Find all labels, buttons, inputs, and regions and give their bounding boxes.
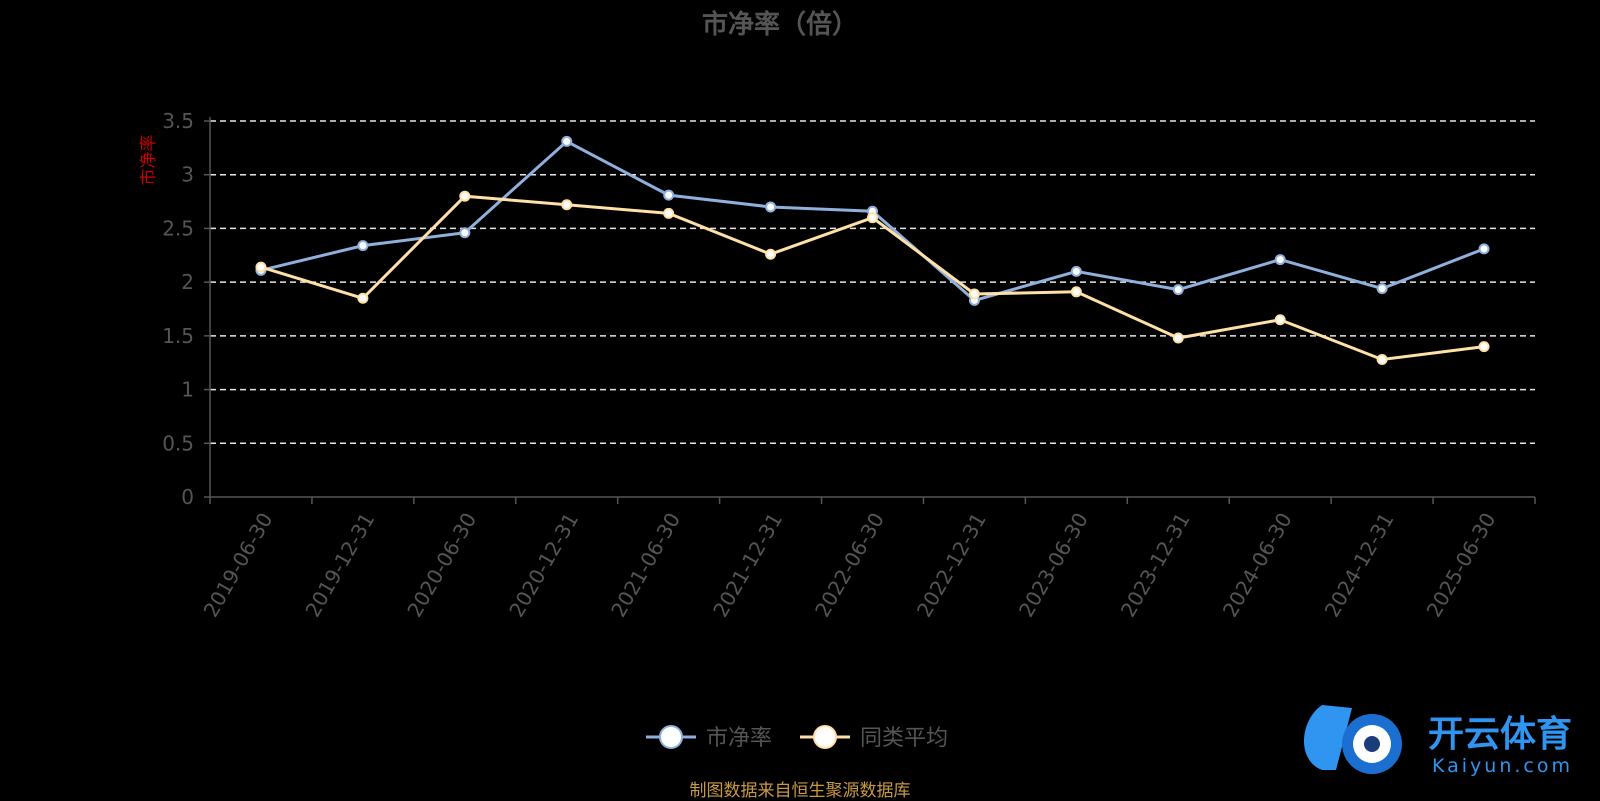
series-lines (255, 135, 1490, 365)
data-point[interactable] (968, 288, 980, 300)
data-point[interactable] (1274, 314, 1286, 326)
legend-label: 市净率 (706, 726, 772, 751)
chart-title: 市净率（倍） (702, 9, 858, 40)
legend[interactable]: 市净率 同类平均 (646, 725, 948, 751)
data-point[interactable] (1376, 353, 1388, 365)
y-tick-label: 3 (181, 163, 194, 187)
x-tick-label: 2022-06-30 (810, 509, 889, 622)
data-point[interactable] (561, 135, 573, 147)
watermark-name: 开云体育 (1428, 714, 1572, 755)
data-point[interactable] (561, 199, 573, 211)
watermark-logo: 开云体育 Kaiyun.com (1303, 705, 1573, 777)
data-point[interactable] (357, 292, 369, 304)
legend-item-2[interactable]: 同类平均 (800, 725, 948, 751)
legend-marker (659, 725, 683, 749)
source-note: 制图数据来自恒生聚源数据库 (689, 781, 911, 801)
data-point[interactable] (663, 207, 675, 219)
y-tick-label: 2 (181, 270, 194, 294)
legend-marker (813, 725, 837, 749)
data-point[interactable] (1478, 341, 1490, 353)
x-tick-label: 2023-06-30 (1014, 509, 1093, 622)
x-tick-label: 2020-06-30 (402, 509, 481, 622)
x-tick-label: 2021-12-31 (708, 509, 787, 622)
data-point[interactable] (1274, 254, 1286, 266)
x-tick-label: 2021-06-30 (606, 509, 685, 622)
axes (209, 117, 1536, 504)
series-2 (255, 190, 1490, 365)
x-tick-label: 2024-06-30 (1218, 509, 1297, 622)
y-tick-labels: 0 0.5 1 1.5 2 2.5 3 3.5 (162, 109, 194, 509)
watermark-domain: Kaiyun.com (1432, 755, 1573, 777)
x-tick-label: 2024-12-31 (1320, 509, 1399, 622)
y-tick-label: 1 (181, 378, 194, 402)
data-point[interactable] (459, 227, 471, 239)
y-axis-label: 市净率 (139, 135, 159, 186)
x-tick-label: 2022-12-31 (912, 509, 991, 622)
data-point[interactable] (1376, 283, 1388, 295)
legend-label: 同类平均 (860, 726, 948, 751)
data-point[interactable] (357, 240, 369, 252)
x-tick-label: 2019-12-31 (300, 509, 379, 622)
data-point[interactable] (1478, 243, 1490, 255)
grid-lines (204, 120, 1535, 498)
data-point[interactable] (1172, 332, 1184, 344)
data-point[interactable] (1172, 284, 1184, 296)
data-point[interactable] (1070, 265, 1082, 277)
data-point[interactable] (459, 190, 471, 202)
data-point[interactable] (867, 212, 878, 224)
x-tick-labels: 2019-06-30 2019-12-31 2020-06-30 2020-12-31… (199, 509, 1501, 622)
data-point[interactable] (1070, 286, 1082, 298)
x-tick-label: 2025-06-30 (1422, 509, 1501, 622)
y-tick-label: 0.5 (162, 431, 194, 455)
y-tick-label: 3.5 (162, 109, 194, 133)
y-tick-label: 0 (181, 485, 194, 509)
legend-item-1[interactable]: 市净率 (646, 725, 772, 751)
x-tick-label: 2020-12-31 (504, 509, 583, 622)
data-point[interactable] (663, 189, 675, 201)
data-point[interactable] (255, 261, 267, 273)
data-point[interactable] (765, 248, 777, 260)
x-tick-label: 2023-12-31 (1116, 509, 1195, 622)
series-1 (255, 135, 1490, 306)
y-tick-label: 1.5 (162, 324, 194, 348)
x-tick-label: 2019-06-30 (199, 509, 278, 622)
logo-k-icon (1303, 705, 1352, 770)
data-point[interactable] (765, 201, 777, 213)
y-tick-label: 2.5 (162, 216, 194, 240)
